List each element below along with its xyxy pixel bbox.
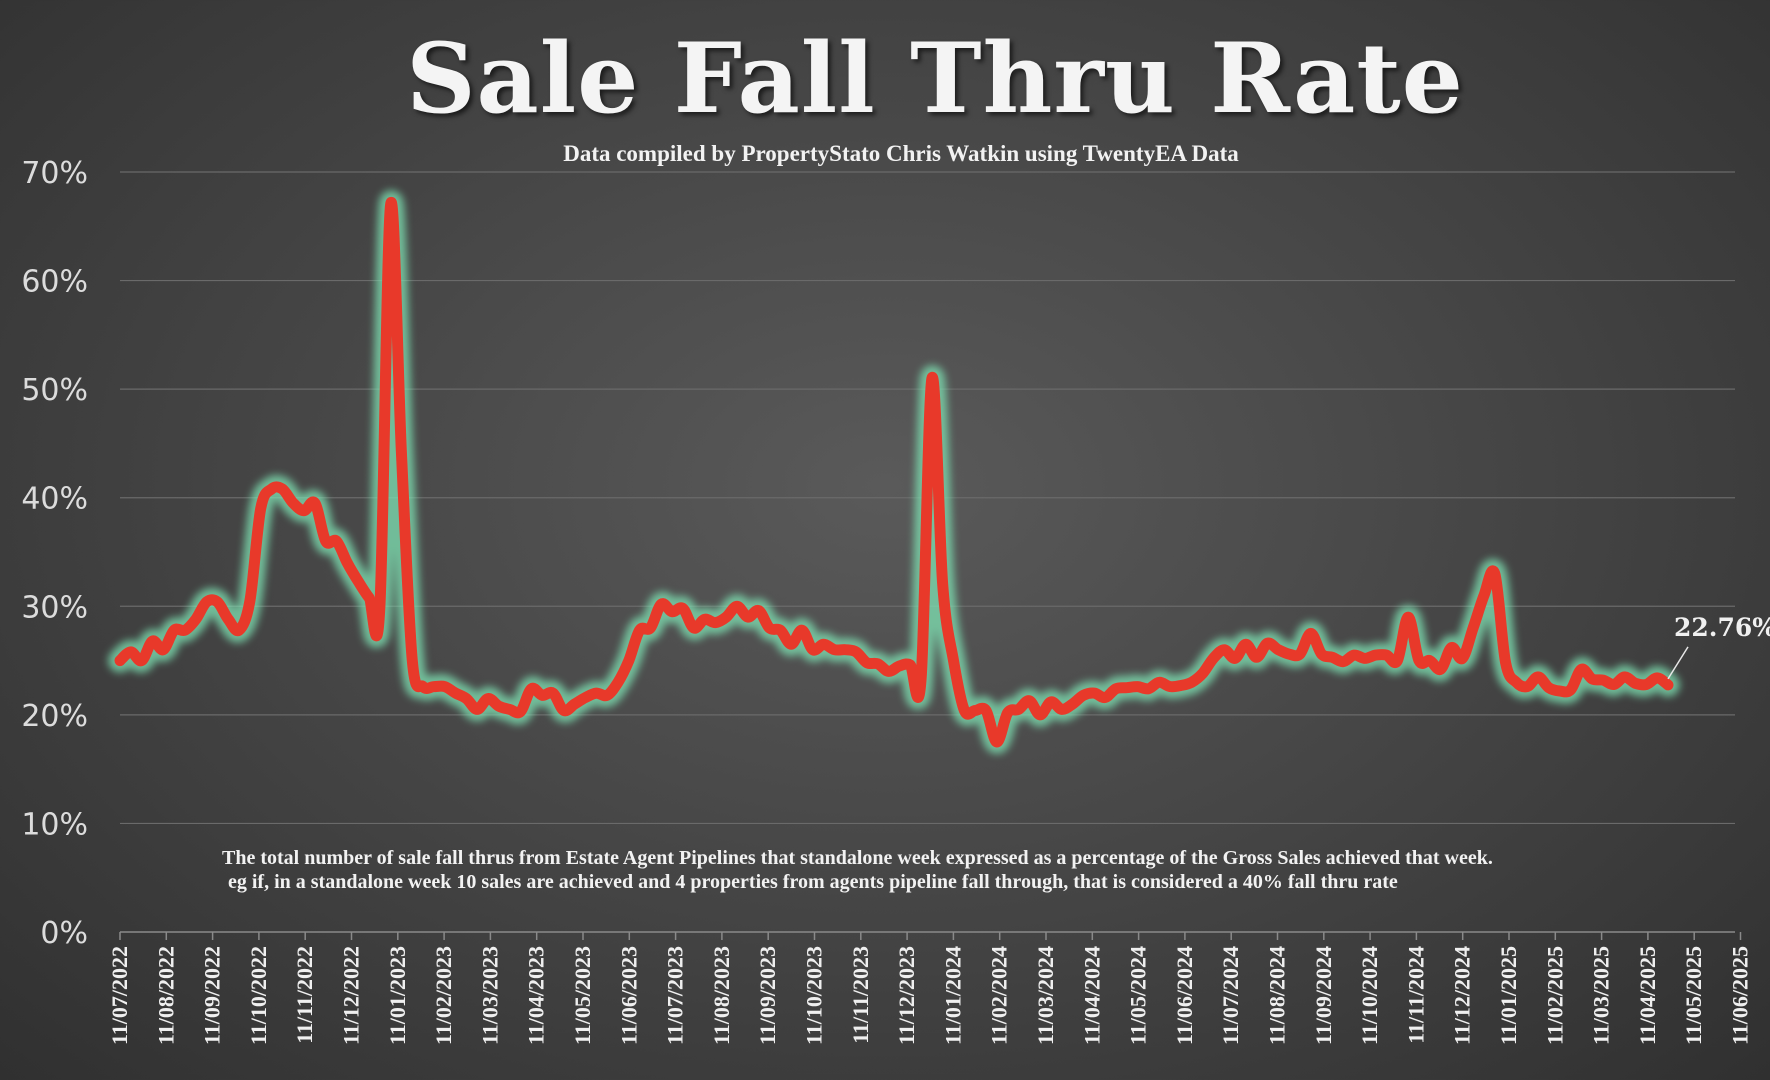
x-tick-label: 11/12/2024 bbox=[1450, 946, 1475, 1045]
x-tick-label: 11/02/2025 bbox=[1542, 946, 1567, 1045]
x-tick-label: 11/01/2025 bbox=[1496, 946, 1521, 1045]
x-tick-label: 11/06/2025 bbox=[1728, 946, 1753, 1045]
x-tick-label: 11/02/2023 bbox=[431, 946, 456, 1045]
x-tick-label: 11/04/2023 bbox=[524, 946, 549, 1045]
x-tick-label: 11/01/2024 bbox=[940, 946, 965, 1045]
chart-subtitle: Data compiled by PropertyStato Chris Wat… bbox=[563, 141, 1239, 166]
series-line-group bbox=[108, 190, 1680, 755]
x-tick-label: 11/03/2025 bbox=[1589, 946, 1614, 1045]
chart-title: Sale Fall Thru Rate bbox=[406, 22, 1464, 135]
x-tick-label: 11/03/2023 bbox=[477, 946, 502, 1045]
explanatory-note: The total number of sale fall thrus from… bbox=[222, 846, 1722, 894]
x-tick-label: 11/07/2024 bbox=[1218, 946, 1243, 1045]
x-tick-label: 11/06/2023 bbox=[616, 946, 641, 1045]
x-tick-labels: 11/07/2022 11/08/2022 11/09/2022 11/10/2022… bbox=[107, 946, 1753, 1045]
x-tick-label: 11/02/2024 bbox=[987, 946, 1012, 1045]
y-tick-label: 10% bbox=[21, 807, 88, 842]
data-label-leader bbox=[1667, 646, 1689, 680]
y-tick-label: 70% bbox=[21, 156, 88, 191]
x-tick-label: 11/05/2023 bbox=[570, 946, 595, 1045]
x-tick-label: 11/04/2025 bbox=[1635, 946, 1660, 1045]
y-tick-label: 0% bbox=[40, 916, 88, 951]
x-tick-label: 11/12/2023 bbox=[894, 946, 919, 1045]
x-tick-label: 11/09/2023 bbox=[755, 946, 780, 1045]
y-tick-label: 30% bbox=[21, 590, 88, 625]
x-tick-label: 11/08/2024 bbox=[1265, 946, 1290, 1045]
note-line-2: eg if, in a standalone week 10 sales are… bbox=[228, 871, 1398, 893]
x-tick-label: 11/07/2022 bbox=[107, 946, 132, 1045]
x-tick-label: 11/11/2023 bbox=[848, 946, 873, 1044]
x-tick-label: 11/11/2024 bbox=[1403, 946, 1428, 1044]
y-tick-label: 40% bbox=[21, 482, 88, 517]
x-tick-label: 11/06/2024 bbox=[1172, 946, 1197, 1045]
y-axis: 0% 10% 20% 30% 40% 50% 60% 70% bbox=[21, 156, 88, 951]
y-tick-label: 50% bbox=[21, 373, 88, 408]
x-tick-label: 11/05/2025 bbox=[1681, 946, 1706, 1045]
x-tick-label: 11/12/2022 bbox=[339, 946, 364, 1045]
last-value-label: 22.76% bbox=[1674, 613, 1770, 642]
x-tick-label: 11/08/2023 bbox=[709, 946, 734, 1045]
x-tick-label: 11/11/2022 bbox=[292, 946, 317, 1044]
x-tick-label: 11/03/2024 bbox=[1033, 946, 1058, 1045]
x-tick-label: 11/08/2022 bbox=[153, 946, 178, 1045]
y-tick-label: 60% bbox=[21, 265, 88, 300]
x-tick-label: 11/01/2023 bbox=[385, 946, 410, 1045]
x-tick-label: 11/10/2022 bbox=[246, 946, 271, 1045]
x-tick-label: 11/10/2023 bbox=[802, 946, 827, 1045]
x-tick-label: 11/09/2024 bbox=[1311, 946, 1336, 1045]
note-line-1: The total number of sale fall thrus from… bbox=[222, 847, 1493, 869]
x-tick-label: 11/07/2023 bbox=[663, 946, 688, 1045]
annotations: 22.76% bbox=[1667, 613, 1770, 680]
x-tick-label: 11/10/2024 bbox=[1357, 946, 1382, 1045]
x-tick-label: 11/05/2024 bbox=[1126, 946, 1151, 1045]
x-tick-label: 11/04/2024 bbox=[1079, 946, 1104, 1045]
x-axis bbox=[119, 931, 1742, 940]
x-tick-label: 11/09/2022 bbox=[200, 946, 225, 1045]
y-tick-label: 20% bbox=[21, 699, 88, 734]
